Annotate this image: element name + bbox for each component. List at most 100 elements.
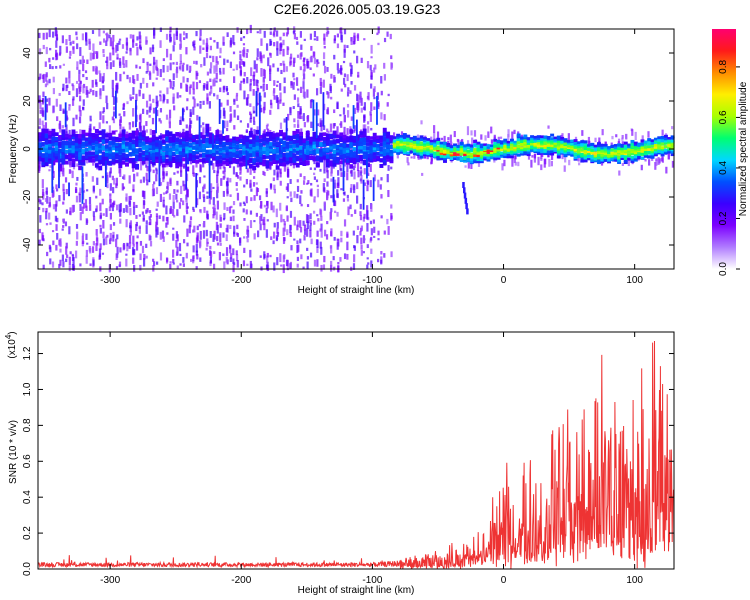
heatmap-speck xyxy=(246,168,249,173)
heatmap-speck xyxy=(349,90,352,94)
heatmap-speck xyxy=(380,250,383,255)
heatmap-speck xyxy=(250,188,253,192)
heatmap-cell xyxy=(600,149,605,153)
heatmap-cell xyxy=(412,138,417,142)
heatmap-cell xyxy=(439,143,444,147)
heatmap-cell xyxy=(71,148,76,153)
heatmap-speck xyxy=(326,107,330,115)
heatmap-cell xyxy=(305,150,310,156)
heatmap-speck xyxy=(262,79,265,85)
heatmap-cell xyxy=(376,144,381,148)
heatmap-speck xyxy=(303,57,306,61)
heatmap-speck xyxy=(71,253,74,257)
heatmap-speck xyxy=(356,33,360,41)
heatmap-speck xyxy=(360,57,363,64)
heatmap-cell xyxy=(125,156,129,161)
heatmap-cell xyxy=(617,149,622,154)
heatmap-speck xyxy=(256,188,260,193)
heatmap-cell xyxy=(429,153,434,156)
heatmap-cell xyxy=(563,151,568,155)
heatmap-cell xyxy=(603,159,608,162)
heatmap-speck xyxy=(209,55,212,59)
heatmap-cell xyxy=(54,141,59,146)
heatmap-speck xyxy=(373,235,376,238)
heatmap-speck xyxy=(122,208,125,213)
heatmap-speck xyxy=(119,202,122,212)
heatmap-cell xyxy=(289,150,293,155)
heatmap-speck xyxy=(346,91,350,97)
heatmap-cell xyxy=(258,145,263,150)
heatmap-speck xyxy=(212,263,216,270)
heatmap-speck xyxy=(58,263,61,269)
heatmap-cell xyxy=(483,156,488,159)
heatmap-speck xyxy=(153,181,156,185)
heatmap-cell xyxy=(372,151,377,156)
heatmap-cell xyxy=(121,136,126,141)
heatmap-speck xyxy=(111,175,114,181)
heatmap-cell xyxy=(212,156,217,160)
heatmap-cell xyxy=(369,146,374,151)
heatmap-cell xyxy=(627,145,632,148)
heatmap-feature xyxy=(465,203,468,210)
heatmap-streak xyxy=(362,179,365,210)
heatmap-speck xyxy=(499,136,503,139)
heatmap-cell xyxy=(158,145,163,149)
heatmap-speck xyxy=(282,102,285,106)
heatmap-cell xyxy=(151,155,156,161)
heatmap-cell xyxy=(114,136,119,141)
heatmap-speck xyxy=(383,74,387,81)
heatmap-cell xyxy=(335,134,340,139)
heatmap-cell xyxy=(640,145,645,149)
colorbar-gradient xyxy=(712,29,736,269)
heatmap-cell xyxy=(352,147,357,151)
heatmap-speck xyxy=(161,136,165,141)
heatmap-cell xyxy=(88,151,93,156)
heatmap-cell xyxy=(670,135,675,139)
heatmap-speck xyxy=(106,234,109,238)
heatmap-cell xyxy=(292,160,297,166)
heatmap-streak xyxy=(64,102,67,128)
heatmap-speck xyxy=(89,263,92,267)
heatmap-cell xyxy=(513,148,518,151)
heatmap-cell xyxy=(520,142,524,146)
heatmap-speck xyxy=(259,52,262,62)
heatmap-cell xyxy=(121,152,126,158)
heatmap-speck xyxy=(182,263,185,267)
heatmap-cell xyxy=(148,160,153,164)
heatmap-cell xyxy=(473,153,478,157)
heatmap-cell xyxy=(509,155,514,159)
heatmap-cell xyxy=(58,158,63,163)
heatmap-speck xyxy=(109,171,112,178)
heatmap-cell xyxy=(108,154,113,160)
heatmap-cell xyxy=(289,156,293,161)
heatmap-speck xyxy=(235,188,238,191)
heatmap-cell xyxy=(165,146,170,152)
heatmap-cell xyxy=(44,128,49,134)
heatmap-cell xyxy=(663,134,668,138)
heatmap-speck xyxy=(280,264,283,267)
heatmap-speck xyxy=(99,111,102,120)
heatmap-cell xyxy=(238,138,243,143)
heatmap-cell xyxy=(382,140,387,146)
heatmap-speck xyxy=(189,216,193,221)
heatmap-speck xyxy=(115,266,119,270)
heatmap-speck xyxy=(226,181,229,185)
heatmap-cell xyxy=(620,147,625,150)
heatmap-cell xyxy=(289,144,293,149)
heatmap-speck xyxy=(192,88,195,95)
heatmap-speck xyxy=(303,176,306,180)
heatmap-speck xyxy=(68,265,71,272)
heatmap-speck xyxy=(303,224,307,231)
heatmap-cell xyxy=(526,151,531,154)
heatmap-speck xyxy=(118,204,121,213)
heatmap-cell xyxy=(292,142,297,147)
heatmap-cell xyxy=(633,143,638,147)
heatmap-cell xyxy=(349,152,354,158)
heatmap-speck xyxy=(671,126,674,130)
heatmap-cell xyxy=(506,147,511,151)
heatmap-speck xyxy=(55,200,58,207)
heatmap-cell xyxy=(252,146,257,152)
heatmap-speck xyxy=(363,213,366,219)
heatmap-speck xyxy=(199,230,202,240)
heatmap-cell xyxy=(282,156,287,162)
